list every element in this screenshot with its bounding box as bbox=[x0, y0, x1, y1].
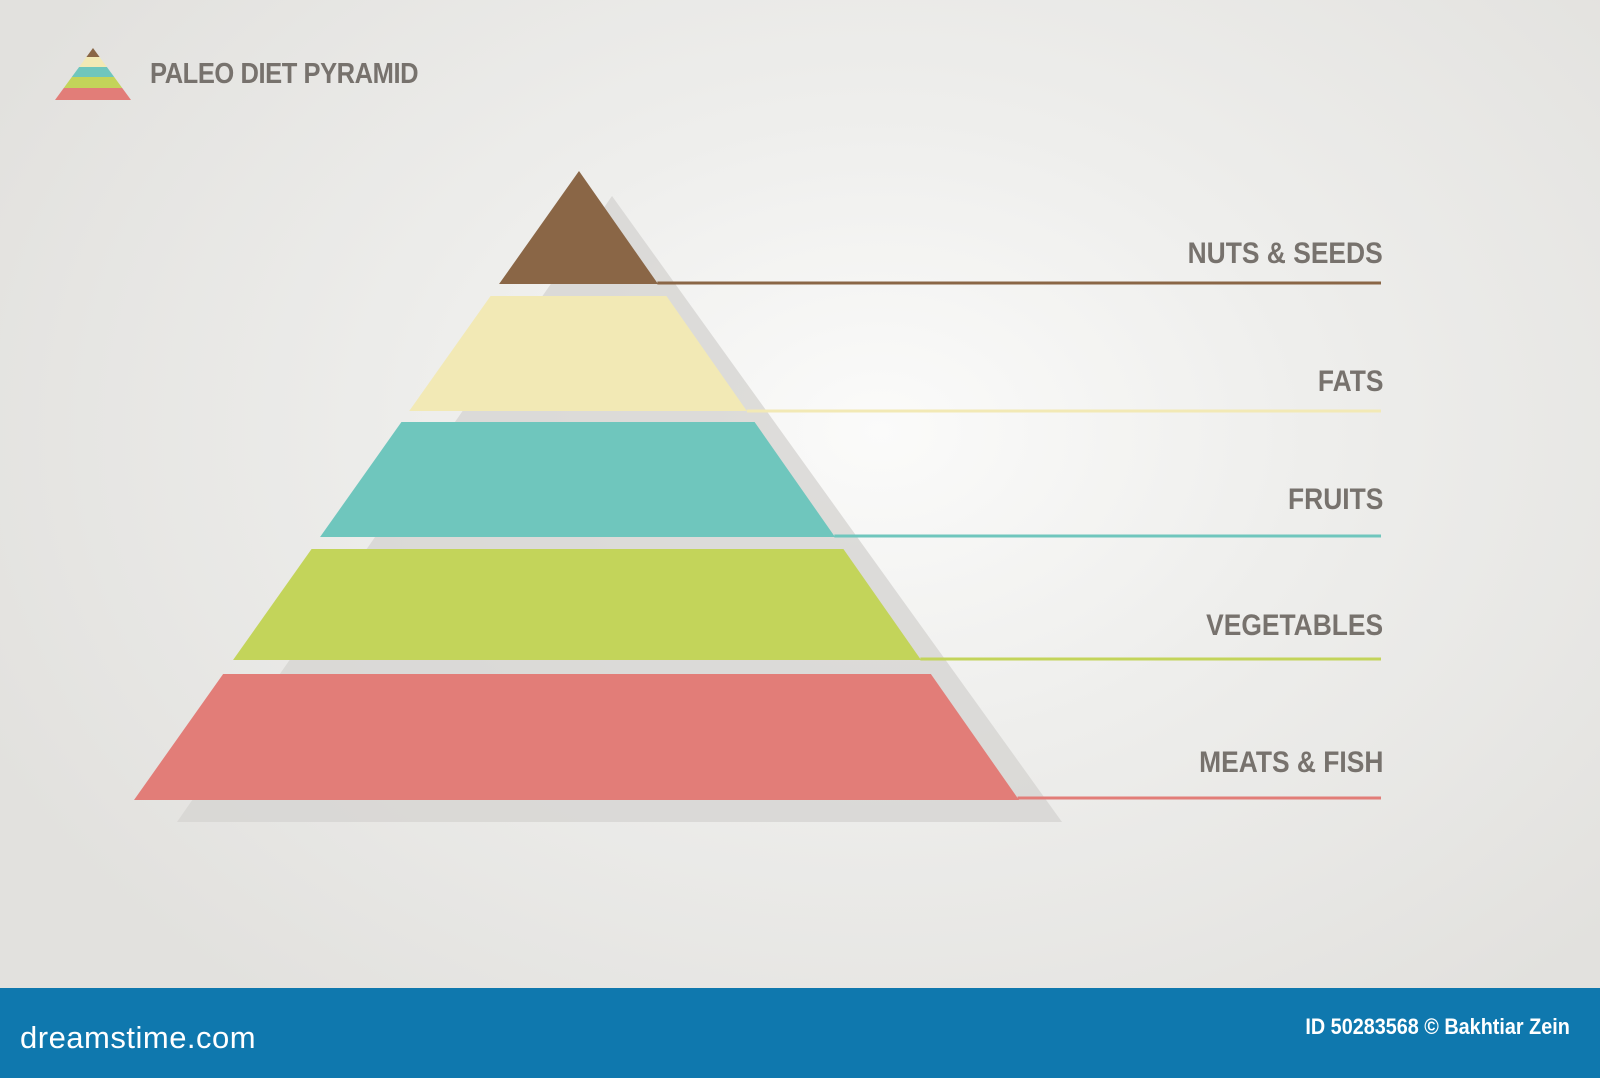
tier-vegetables bbox=[233, 549, 922, 660]
logo-tier-nuts-seeds bbox=[86, 48, 100, 57]
tier-label-vegetables: VEGETABLES bbox=[1205, 609, 1383, 642]
tier-label-fats: FATS bbox=[1317, 365, 1383, 398]
tier-label-meats-fish: MEATS & FISH bbox=[1198, 746, 1383, 779]
tier-fruits bbox=[320, 422, 836, 537]
image-credit: ID 50283568 © Bakhtiar Zein bbox=[1305, 1014, 1570, 1039]
footer-bar: dreamstime.com ID 50283568 © Bakhtiar Ze… bbox=[0, 988, 1600, 1078]
page-title: PALEO DIET PYRAMID bbox=[150, 58, 419, 90]
tier-meats-fish bbox=[134, 674, 1019, 800]
pyramid-diagram bbox=[134, 171, 1381, 822]
tier-label-fruits: FRUITS bbox=[1287, 483, 1383, 516]
tier-fats bbox=[409, 296, 747, 411]
logo-tier-meats-fish bbox=[55, 88, 131, 100]
tier-label-nuts-seeds: NUTS & SEEDS bbox=[1187, 237, 1383, 270]
brand-logo[interactable]: dreamstime.com bbox=[20, 1020, 257, 1055]
logo-tier-fruits bbox=[71, 67, 115, 77]
logo-tier-fats bbox=[79, 57, 107, 67]
pyramid-logo-icon bbox=[55, 48, 131, 100]
tier-nuts-seeds bbox=[499, 171, 659, 284]
logo-tier-vegetables bbox=[63, 77, 123, 88]
